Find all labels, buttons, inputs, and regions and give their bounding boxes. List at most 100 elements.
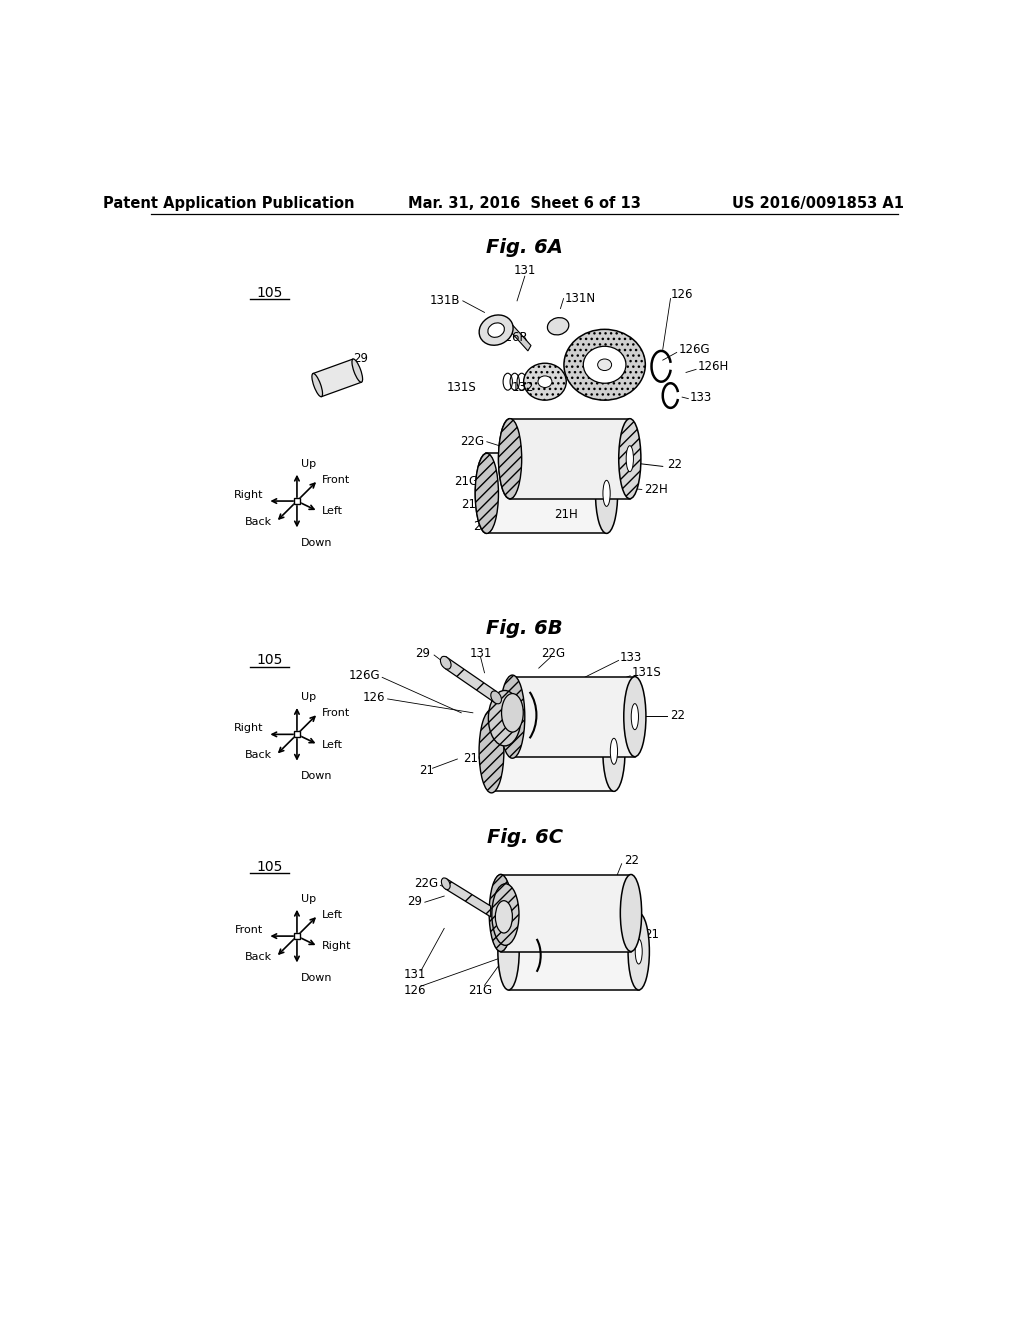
- Ellipse shape: [479, 315, 513, 346]
- Text: 131S: 131S: [632, 667, 662, 680]
- Ellipse shape: [603, 480, 610, 507]
- Text: 21H: 21H: [554, 508, 578, 520]
- Ellipse shape: [621, 874, 642, 952]
- Ellipse shape: [498, 913, 519, 990]
- Ellipse shape: [584, 346, 626, 383]
- Ellipse shape: [352, 359, 362, 383]
- Ellipse shape: [628, 913, 649, 990]
- Text: 133: 133: [621, 651, 642, 664]
- Ellipse shape: [564, 330, 645, 400]
- Ellipse shape: [618, 418, 641, 499]
- Text: 105: 105: [257, 859, 283, 874]
- Text: 126: 126: [671, 288, 693, 301]
- Ellipse shape: [502, 693, 523, 733]
- Text: Down: Down: [301, 771, 333, 781]
- Ellipse shape: [523, 363, 566, 400]
- Text: 22G: 22G: [541, 647, 565, 660]
- Text: Left: Left: [322, 739, 343, 750]
- Ellipse shape: [500, 675, 525, 758]
- Text: Front: Front: [322, 475, 350, 484]
- Ellipse shape: [475, 453, 499, 533]
- Ellipse shape: [475, 453, 498, 533]
- Ellipse shape: [479, 710, 504, 793]
- Polygon shape: [501, 874, 631, 952]
- Text: 22G: 22G: [414, 878, 438, 890]
- Text: 105: 105: [257, 286, 283, 300]
- Text: 126H: 126H: [697, 360, 729, 372]
- Text: 21R: 21R: [462, 499, 484, 511]
- Polygon shape: [510, 418, 630, 499]
- Polygon shape: [509, 913, 639, 990]
- Ellipse shape: [499, 418, 521, 499]
- Text: 131: 131: [469, 647, 492, 660]
- Polygon shape: [509, 323, 531, 351]
- Text: US 2016/0091853 A1: US 2016/0091853 A1: [732, 195, 904, 211]
- Text: Front: Front: [322, 709, 350, 718]
- Text: Right: Right: [234, 723, 263, 733]
- Ellipse shape: [635, 939, 642, 964]
- Text: Right: Right: [322, 941, 351, 952]
- Text: 29: 29: [353, 352, 368, 366]
- Text: Up: Up: [301, 894, 316, 904]
- Text: Left: Left: [322, 507, 343, 516]
- Text: Front: Front: [236, 925, 263, 935]
- Ellipse shape: [492, 884, 519, 945]
- Ellipse shape: [502, 677, 523, 756]
- Ellipse shape: [631, 704, 639, 730]
- Ellipse shape: [480, 711, 503, 792]
- Polygon shape: [313, 359, 361, 397]
- Ellipse shape: [499, 418, 521, 499]
- Text: Back: Back: [245, 952, 271, 962]
- Text: 29: 29: [416, 647, 430, 660]
- Text: Right: Right: [234, 490, 263, 500]
- Ellipse shape: [610, 738, 617, 764]
- Text: 21G: 21G: [455, 475, 478, 488]
- Text: 22H: 22H: [644, 483, 668, 496]
- Text: 29: 29: [408, 895, 423, 908]
- Text: 126: 126: [403, 983, 426, 997]
- Text: Back: Back: [245, 751, 271, 760]
- Text: 131N: 131N: [565, 292, 596, 305]
- Text: Fig. 6B: Fig. 6B: [486, 619, 563, 638]
- Polygon shape: [486, 453, 606, 533]
- Ellipse shape: [490, 874, 511, 952]
- Text: 21G: 21G: [463, 752, 487, 766]
- Ellipse shape: [603, 711, 625, 792]
- Text: 126: 126: [362, 690, 385, 704]
- Text: Up: Up: [301, 693, 316, 702]
- Polygon shape: [512, 677, 635, 756]
- Text: Down: Down: [301, 973, 333, 983]
- Text: Fig. 6C: Fig. 6C: [486, 828, 563, 847]
- Ellipse shape: [627, 446, 634, 471]
- Text: 21: 21: [644, 928, 659, 941]
- Text: 22G: 22G: [461, 436, 484, 449]
- Text: 21: 21: [473, 520, 488, 533]
- Text: 131S: 131S: [447, 381, 477, 395]
- Ellipse shape: [489, 874, 512, 952]
- Text: 22: 22: [671, 709, 685, 722]
- Text: 21: 21: [419, 764, 434, 777]
- Ellipse shape: [496, 900, 512, 933]
- Ellipse shape: [490, 690, 502, 704]
- Text: 126G: 126G: [348, 669, 380, 682]
- Ellipse shape: [441, 878, 451, 890]
- Text: 126G: 126G: [678, 343, 710, 356]
- Ellipse shape: [548, 318, 569, 335]
- Text: Left: Left: [322, 909, 343, 920]
- Ellipse shape: [598, 359, 611, 371]
- Text: 126R: 126R: [498, 331, 528, 345]
- Text: Fig. 6A: Fig. 6A: [486, 238, 563, 257]
- Ellipse shape: [312, 374, 323, 397]
- Text: 22: 22: [624, 854, 639, 867]
- Text: 131: 131: [514, 264, 536, 277]
- Text: 131B: 131B: [429, 294, 460, 308]
- Ellipse shape: [440, 656, 452, 669]
- Text: 22R: 22R: [583, 429, 605, 442]
- Text: 105: 105: [257, 653, 283, 668]
- Text: 126G: 126G: [593, 878, 625, 890]
- Polygon shape: [445, 878, 490, 917]
- Ellipse shape: [487, 323, 505, 338]
- Ellipse shape: [538, 376, 552, 388]
- Text: 131: 131: [403, 968, 426, 981]
- Text: Down: Down: [301, 539, 333, 548]
